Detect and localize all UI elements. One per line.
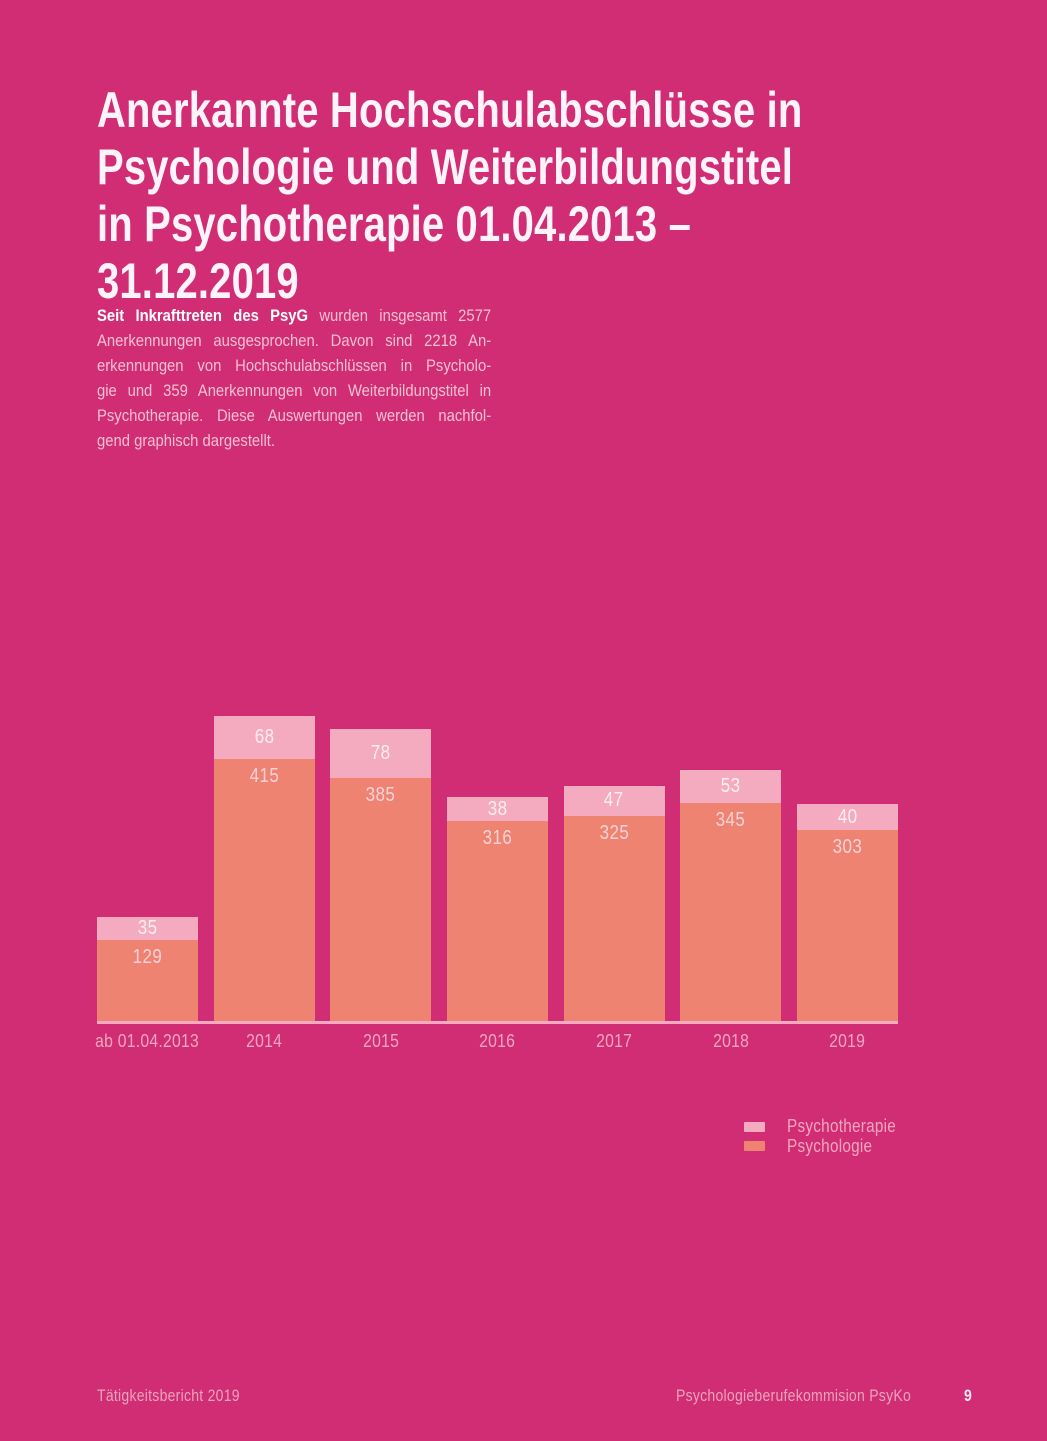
x-axis-label: ab 01.04.2013 — [78, 1030, 218, 1052]
x-axis-label: 2019 — [777, 1030, 917, 1052]
intro-line: Anerkennungen ausgesprochen. Davon sind … — [97, 331, 492, 350]
intro-paragraph: Seit Inkrafttreten des PsyG wurden insge… — [97, 303, 491, 453]
bar-segment-psychologie: 415 — [213, 758, 315, 1021]
x-axis-label-text: 2016 — [479, 1030, 516, 1051]
bar-2015: 78 385 — [330, 728, 432, 1021]
bar-value-label: 385 — [365, 783, 396, 806]
bar-2019: 40 303 — [796, 804, 898, 1021]
bar-segment-psychotherapie: 35 — [97, 916, 198, 940]
x-axis-label: 2016 — [427, 1030, 567, 1052]
bar-2018: 53 345 — [680, 769, 782, 1021]
bar-value-label: 35 — [137, 916, 158, 939]
x-axis-label: 2015 — [311, 1030, 451, 1052]
bar-segment-psychologie: 385 — [330, 777, 432, 1021]
bar-segment-psychologie: 345 — [680, 803, 782, 1021]
legend-label: Psychologie — [787, 1135, 873, 1156]
bar-value-label: 415 — [249, 764, 279, 787]
bar-value-label: 78 — [370, 741, 391, 764]
x-axis-label: 2014 — [194, 1030, 334, 1052]
intro-line: Seit Inkrafttreten des PsyG wurden insge… — [97, 306, 492, 325]
legend-swatch-psychotherapie — [744, 1121, 765, 1132]
bar-segment-psychologie: 303 — [796, 829, 898, 1021]
bar-segment-psychotherapie: 47 — [563, 786, 665, 816]
bar-value-label: 53 — [720, 774, 741, 797]
bar-2014: 68 415 — [213, 715, 315, 1021]
x-axis-label-text: 2018 — [712, 1030, 749, 1051]
bar-value-label: 325 — [599, 821, 629, 844]
bar-segment-psychotherapie: 40 — [796, 804, 898, 830]
page-title: Anerkannte Hochschulabschlüsse in Psycho… — [97, 82, 803, 309]
x-axis-label-text: 2015 — [362, 1030, 399, 1051]
x-axis-label-text: 2014 — [246, 1030, 283, 1051]
x-axis-line — [97, 1021, 898, 1024]
bar-segment-psychologie: 316 — [446, 821, 548, 1021]
bar-2016: 38 316 — [446, 797, 548, 1021]
footer-commission-name: Psychologieberufekommision PsyKo — [676, 1387, 912, 1405]
bar-value-label: 47 — [604, 789, 624, 812]
bar-segment-psychologie: 325 — [563, 815, 665, 1021]
x-axis-label-text: 2019 — [829, 1030, 866, 1051]
bar-segment-psychotherapie: 38 — [446, 797, 548, 822]
legend-item: Psychotherapie — [744, 1116, 915, 1137]
intro-lead-bold: Seit Inkrafttreten des PsyG — [97, 306, 309, 325]
bar-value-label: 129 — [132, 945, 163, 968]
bar-value-label: 40 — [837, 805, 858, 828]
intro-line: gend graphisch dargestellt. — [97, 431, 276, 450]
intro-line: Psychotherapie. Diese Auswertungen werde… — [97, 406, 492, 425]
bar-value-label: 316 — [482, 827, 513, 850]
bar-segment-psychologie: 129 — [97, 939, 198, 1021]
bar-value-label: 303 — [832, 835, 863, 858]
chart-legend: Psychotherapie Psychologie — [744, 1116, 915, 1157]
legend-item: Psychologie — [744, 1135, 915, 1157]
bar-value-label: 345 — [715, 809, 746, 832]
x-axis-label-text: 2017 — [596, 1030, 633, 1051]
x-axis-label-text: ab 01.04.2013 — [95, 1030, 200, 1051]
bar-ab-01-04-2013: 35 129 — [97, 917, 198, 1021]
footer-page-number: 9 — [964, 1387, 973, 1405]
bar-value-label: 68 — [254, 725, 275, 748]
bar-segment-psychotherapie: 78 — [330, 728, 432, 778]
legend-label: Psychotherapie — [787, 1116, 897, 1137]
legend-swatch-psychologie — [744, 1141, 765, 1152]
bar-segment-psychotherapie: 68 — [213, 715, 315, 759]
intro-line: gie und 359 Anerkennungen von Weiterbild… — [97, 381, 492, 400]
intro-line: erkennungen von Hochschulabschlüssen in … — [97, 356, 492, 375]
bar-value-label: 38 — [487, 797, 508, 820]
bar-segment-psychotherapie: 53 — [680, 769, 782, 804]
footer-report-name: Tätigkeitsbericht 2019 — [97, 1387, 240, 1405]
x-axis-label: 2018 — [661, 1030, 801, 1052]
bar-2017: 47 325 — [563, 786, 665, 1021]
x-axis-label: 2017 — [544, 1030, 684, 1052]
